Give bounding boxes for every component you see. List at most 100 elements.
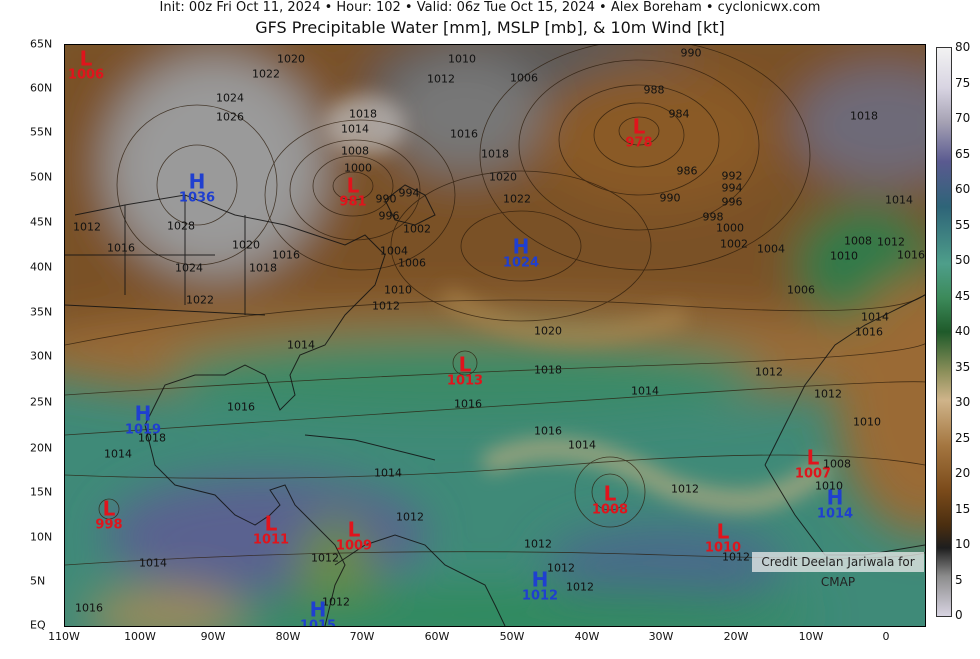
colorbar-tick-label: 80	[955, 40, 971, 54]
high-pressure-center: H 1036	[178, 169, 216, 206]
lon-label: 20W	[723, 630, 749, 643]
lat-label: 60N	[30, 81, 53, 95]
colorbar-tick-label: 50	[955, 253, 971, 267]
isobar-label: 1016	[454, 397, 482, 411]
lon-label: 100W	[124, 630, 156, 643]
colorbar-tick-label: 65	[955, 146, 971, 161]
precipitable-water-field	[65, 45, 925, 626]
isobar-label: 1018	[481, 147, 509, 161]
isobar-label: 1016	[450, 127, 478, 141]
isobar-label: 1012	[322, 595, 350, 609]
high-pressure-center: H 1024	[502, 234, 540, 271]
low-pressure-center: L 1013	[446, 352, 484, 389]
lat-label: 40N	[30, 260, 53, 274]
colorbar-tick-label: 70	[955, 111, 971, 125]
isobar-label: 986	[676, 164, 698, 178]
isobar-label: 1018	[850, 109, 878, 123]
low-pressure-center: L 1008	[591, 481, 629, 518]
colorbar-tick-label: 40	[955, 324, 971, 338]
lon-label: 110W	[48, 630, 80, 643]
credit-label: Credit Deelan Jariwala for CMAP	[752, 552, 924, 589]
colorbar-tick-label: 20	[955, 466, 971, 480]
isobar-label: 1014	[374, 466, 402, 480]
colorbar-tick-label: 60	[955, 182, 971, 196]
colorbar	[936, 47, 952, 617]
isobar-label: 1020	[277, 52, 305, 66]
isobar-label: 1020	[489, 170, 517, 184]
lat-label: 65N	[30, 37, 53, 51]
isobar-label: 1018	[534, 363, 562, 377]
isobar-label: 1010	[384, 283, 412, 297]
isobar-label: 1012	[372, 299, 400, 313]
lon-label: 0	[882, 630, 890, 643]
isobar-label: 1012	[722, 550, 750, 564]
lon-label: 50W	[499, 630, 525, 643]
lat-label: 15N	[30, 485, 53, 499]
isobar-label: 1014	[861, 310, 889, 324]
lat-label: 35N	[30, 305, 53, 319]
low-pressure-center: L 1007	[794, 445, 832, 482]
isobar-label: 1016	[75, 601, 103, 615]
isobar-label: 1018	[249, 261, 277, 275]
isobar-label: 1002	[403, 222, 431, 236]
isobar-label: 1014	[885, 193, 913, 207]
colorbar-tick-label: 55	[955, 217, 971, 232]
isobar-label: 1018	[349, 107, 377, 121]
lon-label: 40W	[574, 630, 600, 643]
lon-label: 80W	[275, 630, 301, 643]
colorbar-tick-label: 5	[955, 572, 963, 587]
low-pressure-center: L 981	[339, 173, 367, 210]
high-pressure-center: H 1015	[299, 597, 337, 627]
isobar-label: 1012	[814, 387, 842, 401]
colorbar-tick-label: 30	[955, 395, 971, 409]
isobar-label: 1000	[716, 221, 744, 235]
isobar-label: 1018	[138, 431, 166, 445]
isobar-label: 1016	[107, 241, 135, 255]
isobar-label: 1014	[631, 384, 659, 398]
isobar-label: 1010	[815, 479, 843, 493]
isobar-label: 1014	[568, 438, 596, 452]
colorbar-tick-label: 35	[955, 359, 971, 374]
isobar-label: 1004	[757, 242, 785, 256]
isobar-label: 984	[668, 107, 690, 121]
isobar-label: 1028	[167, 219, 195, 233]
isobar-label: 1014	[139, 556, 167, 570]
isobar-label: 1016	[227, 400, 255, 414]
isobar-label: 1014	[104, 447, 132, 461]
lat-label: 55N	[30, 125, 53, 139]
isobar-label: 1012	[311, 551, 339, 565]
isobar-label: 990	[375, 192, 397, 206]
low-pressure-center: L 1010	[704, 519, 742, 556]
isobar-label: 1010	[830, 249, 858, 263]
high-pressure-center: H 1014	[816, 485, 854, 522]
isobar-label: 1022	[186, 293, 214, 307]
isobar-label: 994	[398, 186, 420, 200]
isobar-label: 1012	[877, 235, 905, 249]
high-pressure-center: H 1012	[521, 567, 559, 604]
isobar-label: 1022	[252, 67, 280, 81]
isobar-label: 1002	[720, 237, 748, 251]
isobar-label: 1012	[524, 537, 552, 551]
low-pressure-center: L 998	[95, 496, 123, 533]
isobar-label: 994	[721, 181, 743, 195]
coastlines	[65, 184, 925, 626]
lat-label: 25N	[30, 395, 53, 409]
lon-label: 70W	[349, 630, 375, 643]
isobar-label: 1010	[448, 52, 476, 66]
isobar-label: 1000	[344, 161, 372, 175]
isobar-label: 1006	[398, 256, 426, 270]
isobar-label: 1020	[232, 238, 260, 252]
colorbar-tick-label: 75	[955, 75, 971, 90]
colorbar-tick-label: 15	[955, 501, 971, 516]
isobar-label: 1020	[534, 324, 562, 338]
isobar-label: 1026	[216, 110, 244, 124]
isobar-label: 1024	[175, 261, 203, 275]
low-pressure-center: L 1011	[252, 511, 290, 548]
lat-label: 20N	[30, 441, 53, 455]
isobar-label: 1010	[853, 415, 881, 429]
isobar-label: 1012	[671, 482, 699, 496]
isobar-label: 1012	[73, 220, 101, 234]
lat-label: 30N	[30, 349, 53, 363]
lon-label: 60W	[424, 630, 450, 643]
lat-label: 5N	[30, 574, 46, 588]
